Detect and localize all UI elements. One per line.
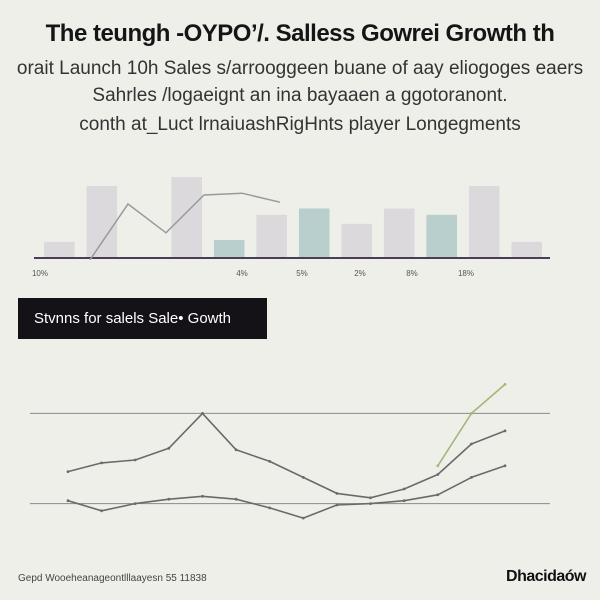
data-point — [470, 442, 473, 446]
data-point — [503, 464, 507, 468]
data-point — [167, 497, 171, 501]
data-point — [167, 446, 171, 450]
bar — [511, 241, 542, 258]
bar — [171, 177, 202, 258]
data-point — [301, 516, 305, 520]
series-line — [67, 412, 506, 499]
series-line — [437, 383, 506, 467]
x-tick-label: 8% — [406, 269, 418, 278]
overlay-line — [89, 192, 281, 261]
data-point — [436, 473, 440, 476]
data-point — [335, 492, 339, 495]
data-point — [402, 499, 406, 503]
bar — [213, 240, 245, 258]
data-point — [369, 496, 372, 500]
data-point — [201, 494, 204, 498]
x-tick-label: 18% — [458, 269, 474, 278]
data-point — [201, 412, 204, 415]
data-point — [133, 458, 137, 462]
bar — [298, 208, 330, 258]
bar — [44, 241, 75, 258]
series-line — [67, 465, 506, 519]
bar — [426, 214, 457, 258]
data-point — [66, 470, 70, 473]
x-tick-label: 5% — [296, 269, 308, 278]
bar — [468, 186, 500, 258]
data-point — [66, 499, 70, 503]
data-point — [301, 476, 305, 479]
brand-logo: Dhacidaów — [506, 568, 586, 585]
data-point — [268, 460, 272, 463]
data-point — [268, 506, 272, 510]
data-point — [369, 502, 372, 505]
data-point — [335, 503, 339, 507]
section-banner: Stvnns for salels Sale• Gowth — [18, 298, 267, 339]
data-point — [100, 461, 103, 465]
data-point — [234, 497, 238, 501]
data-point — [470, 412, 473, 415]
data-point — [503, 429, 507, 433]
subtitle-line-3: conth at_Luct lrnaiuashRigHnts player Lo… — [79, 114, 521, 135]
x-tick-label: 2% — [354, 269, 366, 278]
bar — [383, 208, 415, 258]
x-tick-label: 4% — [236, 269, 248, 278]
bar — [86, 186, 118, 258]
data-point — [234, 448, 238, 452]
bar — [256, 214, 287, 258]
data-point — [436, 493, 440, 497]
chart-title: The teungh -OYPO’/. Salless Gowrei Growt… — [45, 20, 555, 47]
data-point — [100, 509, 103, 513]
data-point — [503, 383, 507, 386]
subtitle-line-1: orait Launch 10h Sales s/arrooggeen buan… — [16, 58, 584, 79]
data-point — [470, 476, 473, 479]
x-tick-label: 10% — [32, 269, 48, 278]
bar — [341, 223, 372, 258]
banner-label: Stvnns for salels Sale• Gowth — [34, 310, 232, 327]
data-point — [436, 464, 440, 468]
data-point — [402, 487, 406, 491]
bar-chart: 10% 4% 5% 2% 8% 18% — [32, 177, 550, 278]
footer-text: Gepd Wooeheanageontlllaayesn 55 11838 — [18, 573, 207, 584]
subtitle-line-2: Sahrles /logaeignt an ina bayaaen a ggot… — [92, 85, 508, 106]
data-point — [133, 502, 137, 505]
